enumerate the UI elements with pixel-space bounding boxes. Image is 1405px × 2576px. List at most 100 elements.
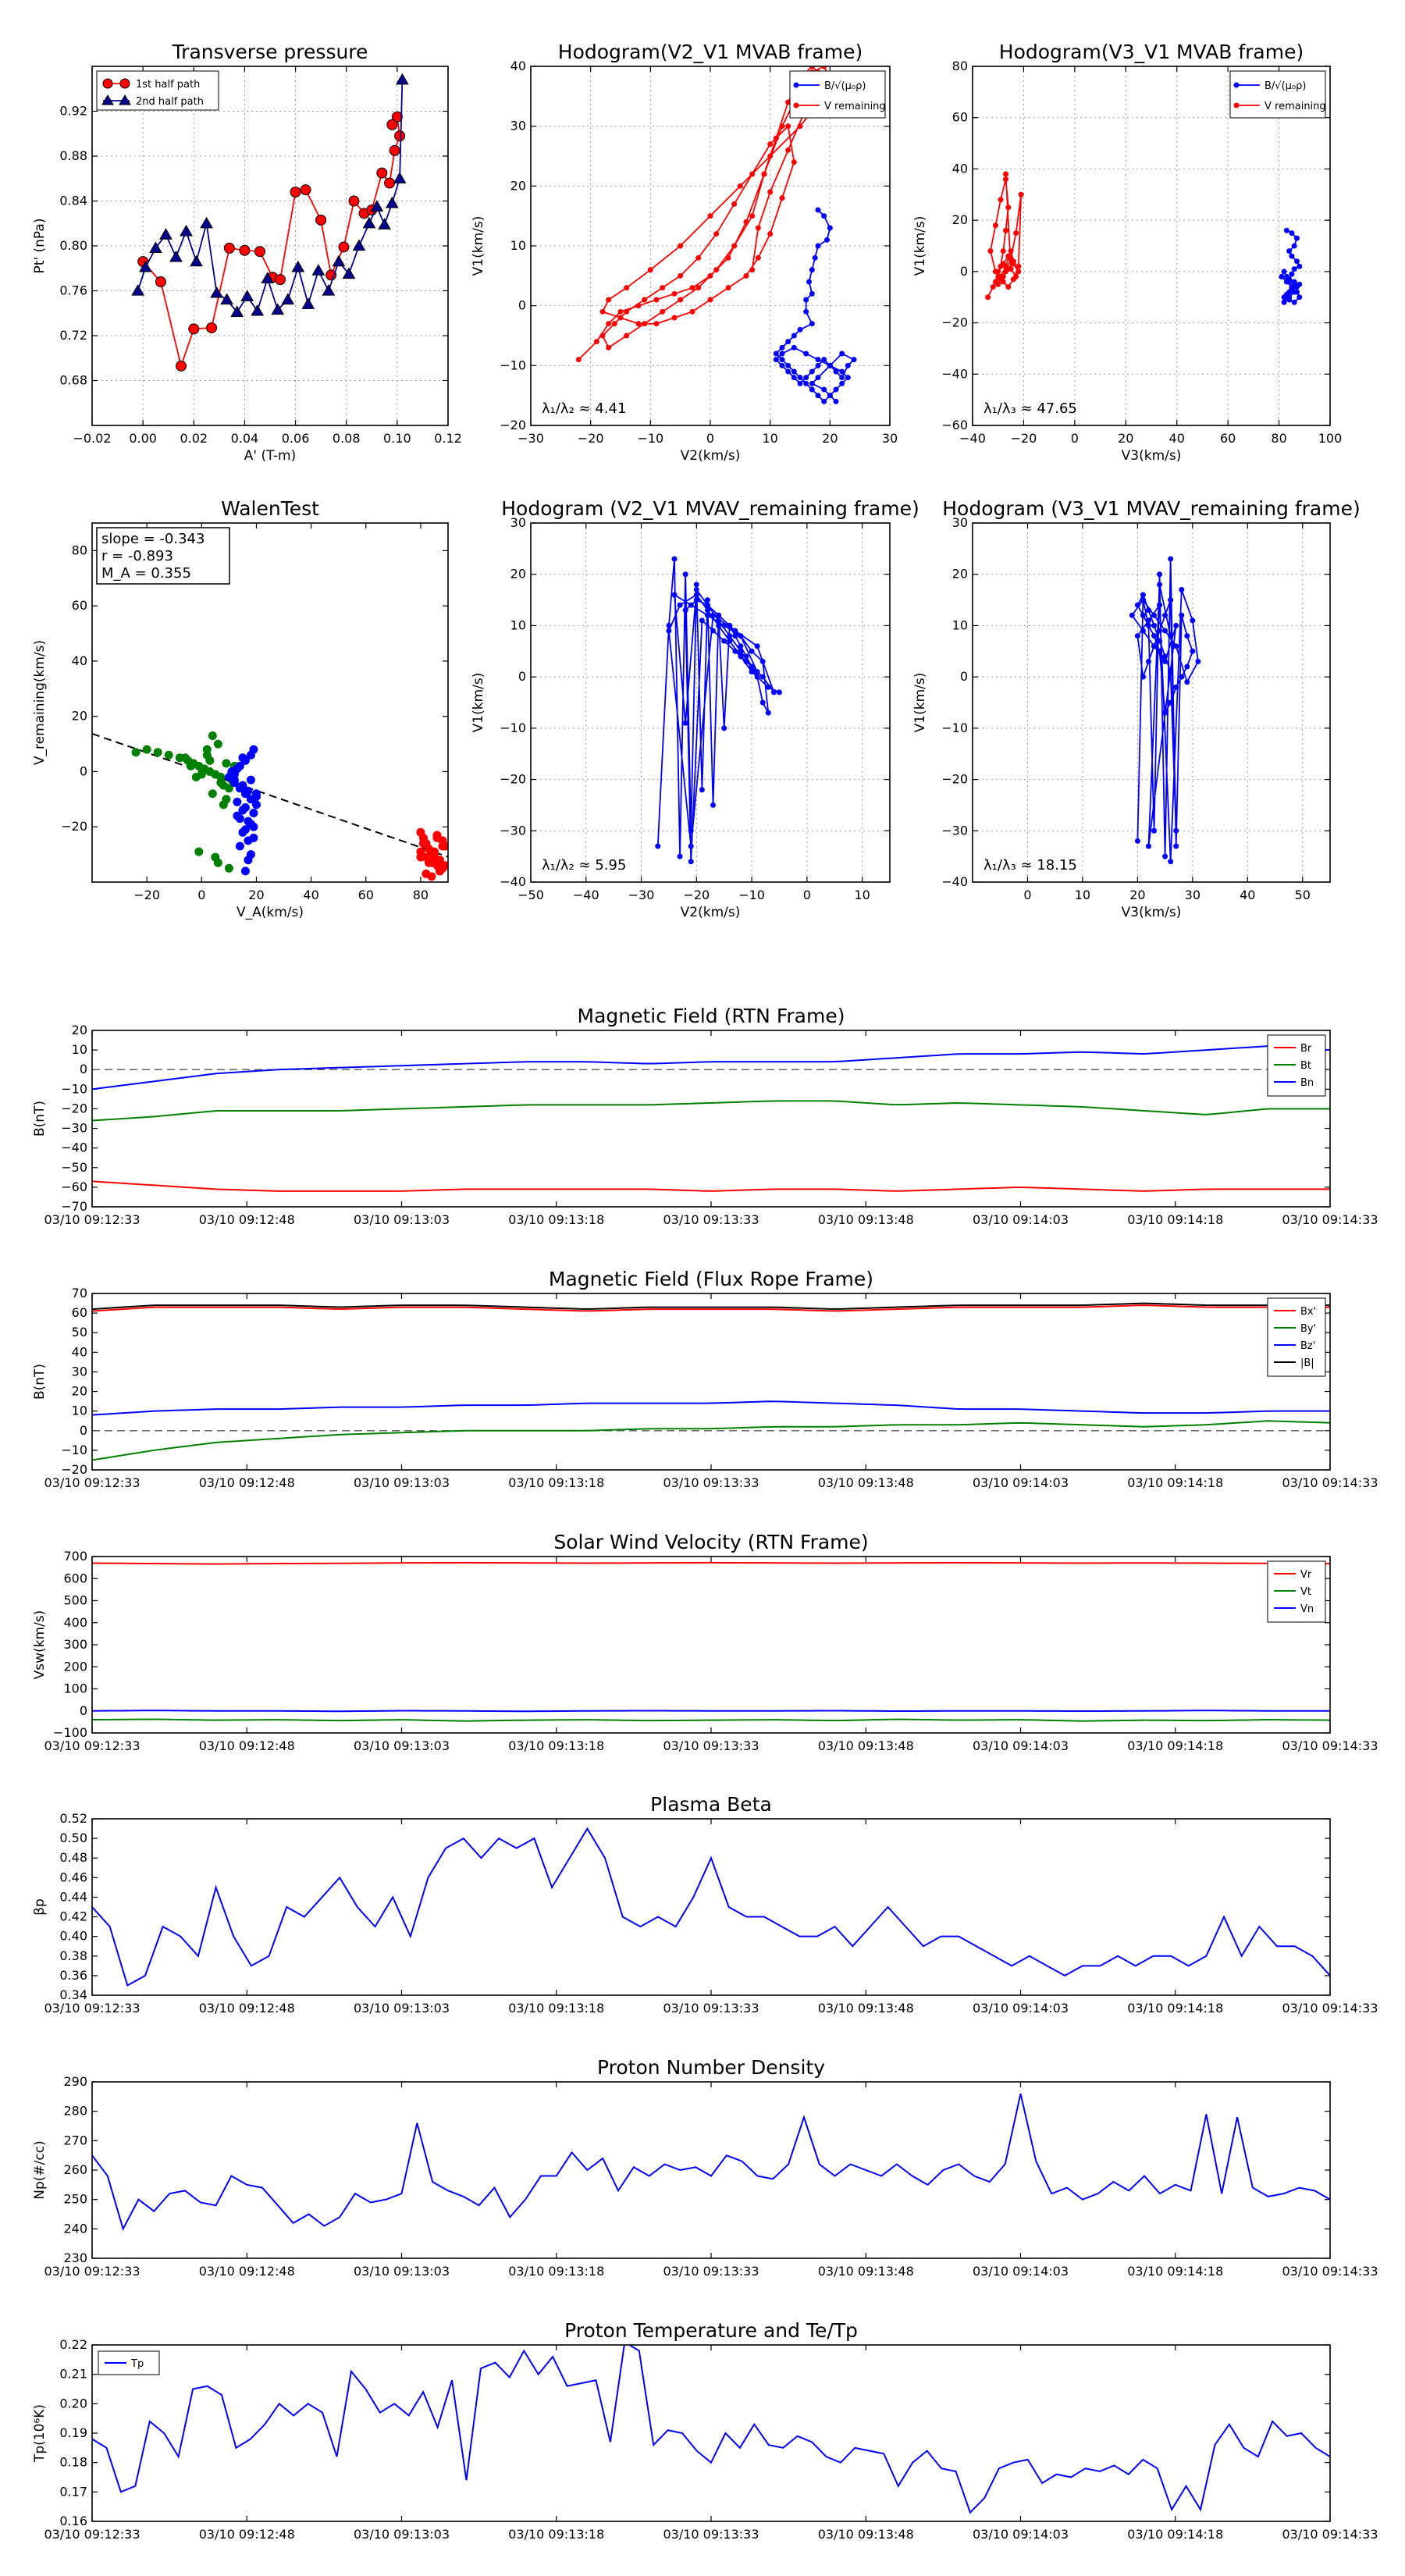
hodo_v3v1_mvab-xlabel: V3(km/s) [1122,448,1182,464]
walen-xtick-label-2: 20 [248,888,264,902]
hodo_v3v1_mvav-point-0-53 [1168,633,1173,639]
hodo_v2v1_mvab-point-0-18 [785,363,791,368]
hodo_v3v1_mvav-point-0-4 [1157,571,1162,577]
hodo_v2v1_mvav-point-0-19 [766,710,771,716]
hodo_v3v1_mvab-point-0-9 [1289,272,1294,277]
hodo_v2v1_mvab-ytick-label-1: −10 [500,358,526,372]
hodo_v2v1_mvab-point-1-28 [636,321,642,326]
transverse-point-0-3 [189,324,199,334]
walen-point-blue-28 [236,842,244,850]
bfield_frf-ytick-label-9: 70 [72,1286,87,1300]
hodo_v3v1_mvav-point-0-25 [1162,653,1168,659]
hodo_v3v1_mvav-ytick-label-0: −40 [941,874,968,889]
hodo_v2v1_mvab-point-0-5 [813,255,818,261]
hodo_v3v1_mvab-title: Hodogram(V3_V1 MVAB frame) [999,41,1304,63]
hodo_v2v1_mvav-point-0-39 [672,592,678,598]
hodo_v3v1_mvab-point-0-19 [1292,300,1297,305]
hodo_v2v1_mvab-point-0-0 [816,208,821,213]
temperature-xtick-label-6: 03/10 09:14:03 [973,2527,1069,2542]
hodo_v3v1_mvav-point-0-36 [1157,603,1162,608]
vsw-ytick-label-0: −100 [53,1725,87,1740]
walen-point-blue-36 [250,745,258,753]
temperature-title: Proton Temperature and Te/Tp [564,2319,858,2342]
density-xtick-label-1: 03/10 09:12:48 [199,2264,295,2279]
walen-point-green-1 [143,745,151,753]
hodo_v2v1_mvab-xtick-label-0: −30 [518,431,544,446]
hodo_v2v1_mvab-point-0-34 [803,375,809,380]
hodo_v3v1_mvav-point-0-43 [1162,628,1168,634]
hodo_v2v1_mvav-point-0-33 [744,659,749,664]
hodo_v3v1_mvab-point-1-32 [1011,262,1016,267]
hodo_v2v1_mvab-point-1-61 [774,136,779,141]
vsw-legend-label-2: Vn [1300,1603,1314,1615]
hodo_v2v1_mvab-point-0-17 [780,357,785,362]
hodo_v3v1_mvav-point-0-39 [1190,617,1195,623]
hodo_v2v1_mvab-point-1-12 [780,123,785,129]
hodo_v2v1_mvav-point-0-38 [688,603,694,608]
bfield_rtn-ytick-label-8: 10 [72,1042,87,1057]
hodo_v2v1_mvav-point-0-32 [732,649,738,654]
hodo_v2v1_mvab-point-1-69 [756,226,761,231]
hodo_v2v1_mvav-ytick-label-0: −40 [500,874,526,889]
transverse-point-0-6 [240,245,250,255]
hodo_v3v1_mvab-point-1-10 [987,248,993,254]
bfield_rtn-xtick-label-1: 03/10 09:12:48 [199,1212,295,1227]
transverse-legend-marker-0-1 [120,79,130,88]
hodo_v2v1_mvab-point-1-67 [785,148,791,153]
hodo_v3v1_mvav-point-0-28 [1168,597,1173,603]
hodo_v3v1_mvav-xtick-label-3: 30 [1185,888,1200,902]
hodo_v2v1_mvab-ytick-label-3: 10 [510,238,526,253]
hodo_v3v1_mvav-xtick-label-0: 0 [1023,888,1031,902]
transverse-ytick-label-0: 0.68 [59,373,87,388]
transverse-point-0-2 [176,361,187,371]
hodo_v2v1_mvab-xtick-label-3: 0 [706,431,714,446]
hodo_v2v1_mvav-point-0-42 [705,603,710,608]
walen-xtick-label-3: 40 [303,888,318,902]
hodo_v3v1_mvav-point-0-14 [1168,700,1173,706]
bfield_frf-xtick-label-6: 03/10 09:14:03 [973,1475,1069,1490]
density-ytick-label-4: 270 [63,2133,87,2147]
hodo_v2v1_mvab-point-0-54 [827,393,833,398]
hodo_v3v1_mvab-legend-label-1: V remaining [1264,101,1326,112]
hodo_v2v1_mvab-point-1-68 [767,190,773,195]
walen-point-green-2 [154,749,162,756]
bfield_frf-xtick-label-5: 03/10 09:13:48 [818,1475,914,1490]
transverse-ytick-label-1: 0.72 [59,328,87,343]
bfield_frf-legend: Bx'By'Bz'|B| [1268,1298,1325,1376]
hodo_v3v1_mvav-point-0-16 [1157,649,1162,654]
bfield_rtn-ytick-label-3: −40 [61,1140,87,1155]
vsw-xtick-label-7: 03/10 09:14:18 [1127,1738,1223,1753]
hodo_v3v1_mvab-ytick-label-7: 80 [952,59,968,73]
hodo_v2v1_mvab-point-1-6 [672,291,678,297]
hodo_v2v1_mvav-point-0-61 [766,685,771,690]
transverse-point-0-14 [339,242,349,252]
hodo_v3v1_mvav-point-0-6 [1168,557,1173,562]
hodo_v3v1_mvav-xtick-label-2: 20 [1129,888,1145,902]
temperature-xtick-label-3: 03/10 09:13:18 [508,2527,604,2542]
walen-point-green-30 [197,765,205,773]
hodo_v3v1_mvab-xtick-label-1: −20 [1011,431,1037,446]
hodo_v2v1_mvab-point-0-10 [803,309,809,315]
beta-ytick-label-6: 0.46 [59,1870,87,1884]
bfield_frf-ytick-label-7: 50 [72,1325,87,1340]
hodo_v3v1_mvab-ytick-label-5: 40 [952,161,968,176]
walen-point-green-33 [187,762,194,770]
hodo_v2v1_mvab-point-1-60 [762,172,767,177]
bfield_rtn-xtick-label-3: 03/10 09:13:18 [508,1212,604,1227]
beta-xtick-label-3: 03/10 09:13:18 [508,2001,604,2016]
bfield_frf-xtick-label-2: 03/10 09:13:03 [354,1475,450,1490]
hodo_v2v1_mvab-point-1-43 [713,231,719,237]
hodo_v2v1_mvab-point-0-47 [845,363,851,368]
density-xtick-label-2: 03/10 09:13:03 [354,2264,450,2279]
hodo_v3v1_mvav-point-0-18 [1146,623,1151,628]
bfield_frf-ytick-label-6: 40 [72,1344,87,1359]
walen-point-green-15 [208,731,216,739]
hodo_v2v1_mvab-point-0-32 [816,363,821,368]
density-xtick-label-8: 03/10 09:14:33 [1282,2264,1378,2279]
bfield_frf-ytick-label-4: 20 [72,1384,87,1399]
transverse-xtick-label-5: 0.08 [333,431,361,446]
walen-xlabel: V_A(km/s) [237,905,304,920]
hodo_v3v1_mvab-point-0-34 [1292,282,1297,287]
hodo_v2v1_mvab-point-1-58 [731,244,737,249]
walen-point-blue-21 [236,815,244,823]
